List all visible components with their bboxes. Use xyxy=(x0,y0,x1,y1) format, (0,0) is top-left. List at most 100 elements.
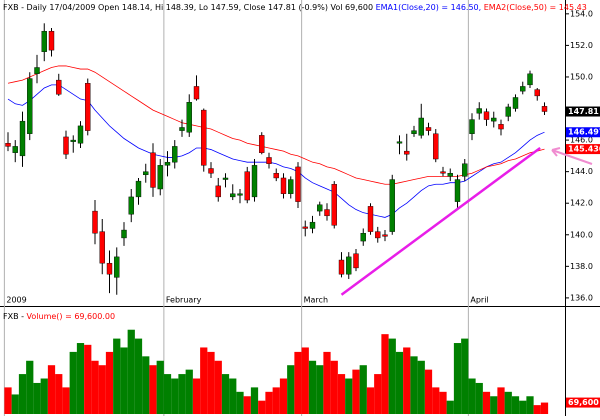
volume-bar xyxy=(388,338,396,414)
candle-body xyxy=(418,117,424,136)
volume-bar xyxy=(511,396,520,414)
y-tick-label: 154.0 xyxy=(570,9,593,18)
candle-body xyxy=(491,117,497,122)
annotation-arrow xyxy=(551,147,593,165)
volume-prefix: FXB - xyxy=(3,312,27,321)
candle-body xyxy=(77,125,84,144)
candle-body xyxy=(222,177,229,180)
volume-bar xyxy=(490,396,498,414)
volume-bar xyxy=(221,374,230,414)
candle-body xyxy=(505,106,511,117)
candle-body xyxy=(172,146,178,163)
candle-body xyxy=(469,119,475,134)
x-tick-label: March xyxy=(304,296,328,305)
candle-body xyxy=(302,226,308,229)
candle-body xyxy=(338,259,345,275)
volume-bar xyxy=(330,360,338,414)
candle-body xyxy=(70,139,76,142)
volume-bar xyxy=(105,351,114,414)
volume-bar xyxy=(475,382,483,414)
volume-bar xyxy=(142,356,150,414)
volume-bar xyxy=(236,391,244,414)
candle-body xyxy=(41,30,47,52)
candle-body xyxy=(63,136,69,155)
volume-bar xyxy=(279,378,288,414)
volume-bar xyxy=(540,402,549,414)
volume-bar xyxy=(120,347,128,414)
volume-bar xyxy=(178,374,186,414)
candle-body xyxy=(230,193,236,198)
candle-body xyxy=(251,165,258,198)
candle-body xyxy=(244,171,250,201)
candle-body xyxy=(150,152,156,188)
volume-bar xyxy=(149,365,157,414)
candle-body xyxy=(5,143,11,147)
candle-body xyxy=(27,78,33,134)
volume-bar xyxy=(519,400,527,414)
trendline xyxy=(340,146,541,296)
volume-bar xyxy=(374,374,382,414)
volume-bar xyxy=(229,378,237,414)
candle-body xyxy=(201,109,207,166)
volume-bar xyxy=(381,334,389,414)
volume-bar xyxy=(461,338,469,414)
candle-body xyxy=(367,206,374,232)
volume-bar xyxy=(301,347,309,414)
volume-bar xyxy=(366,387,375,414)
candle-body xyxy=(186,102,192,133)
volume-header: FXB - Volume() = 69,600.00 xyxy=(3,312,115,321)
y-tick-label: 138.0 xyxy=(570,262,593,271)
volume-bar xyxy=(258,400,266,414)
volume-bar xyxy=(417,360,425,414)
y-tick-label: 152.0 xyxy=(570,41,593,50)
candle-body xyxy=(164,161,171,166)
volume-bar xyxy=(308,360,317,414)
volume-bar xyxy=(410,356,418,414)
x-tick-label: 2009 xyxy=(6,296,26,305)
candle-body xyxy=(534,89,540,97)
volume-bar xyxy=(33,382,41,414)
volume-bar xyxy=(84,344,92,414)
y-tick-label: 144.0 xyxy=(570,167,593,176)
volume-bar xyxy=(76,343,85,414)
candle-body xyxy=(208,168,214,174)
volume-bar xyxy=(287,365,295,414)
candle-body xyxy=(288,179,294,194)
candle-body xyxy=(92,210,98,234)
candle-body xyxy=(476,108,482,114)
candle-body xyxy=(237,193,243,196)
volume-bar xyxy=(294,351,302,414)
ema2-value-label: 145.430 xyxy=(568,145,600,154)
candle-body xyxy=(179,127,185,131)
candle-body xyxy=(56,79,62,95)
candle-body xyxy=(360,232,366,242)
candle-body xyxy=(389,179,395,232)
volume-bar xyxy=(345,378,353,414)
y-tick-label: 146.0 xyxy=(570,136,593,145)
x-tick-label: February xyxy=(166,296,202,305)
last-close-label-box xyxy=(566,106,600,117)
volume-bar xyxy=(200,347,208,414)
candle-body xyxy=(143,171,149,176)
candle-body xyxy=(512,97,519,109)
candle-body xyxy=(135,180,142,198)
candle-body xyxy=(382,234,388,237)
volume-bar xyxy=(482,391,491,414)
volume-bar xyxy=(214,360,222,414)
candle-body xyxy=(273,173,279,179)
y-tick-label: 140.0 xyxy=(570,230,593,239)
volume-bar xyxy=(207,351,215,414)
volume-bar xyxy=(40,378,48,414)
candle-body xyxy=(114,256,120,278)
volume-bar xyxy=(62,387,70,414)
header-title: FXB - Daily 17/04/2009 Open 148.14, Hi 1… xyxy=(3,3,373,12)
volume-bar xyxy=(432,387,440,414)
volume-bar xyxy=(504,391,512,414)
ema1-value-label-box xyxy=(566,127,600,138)
volume-bar xyxy=(403,347,411,414)
candle-body xyxy=(280,177,287,194)
candle-body xyxy=(425,127,432,131)
ema2-value-label-box xyxy=(566,144,600,155)
volume-bar xyxy=(163,374,172,414)
